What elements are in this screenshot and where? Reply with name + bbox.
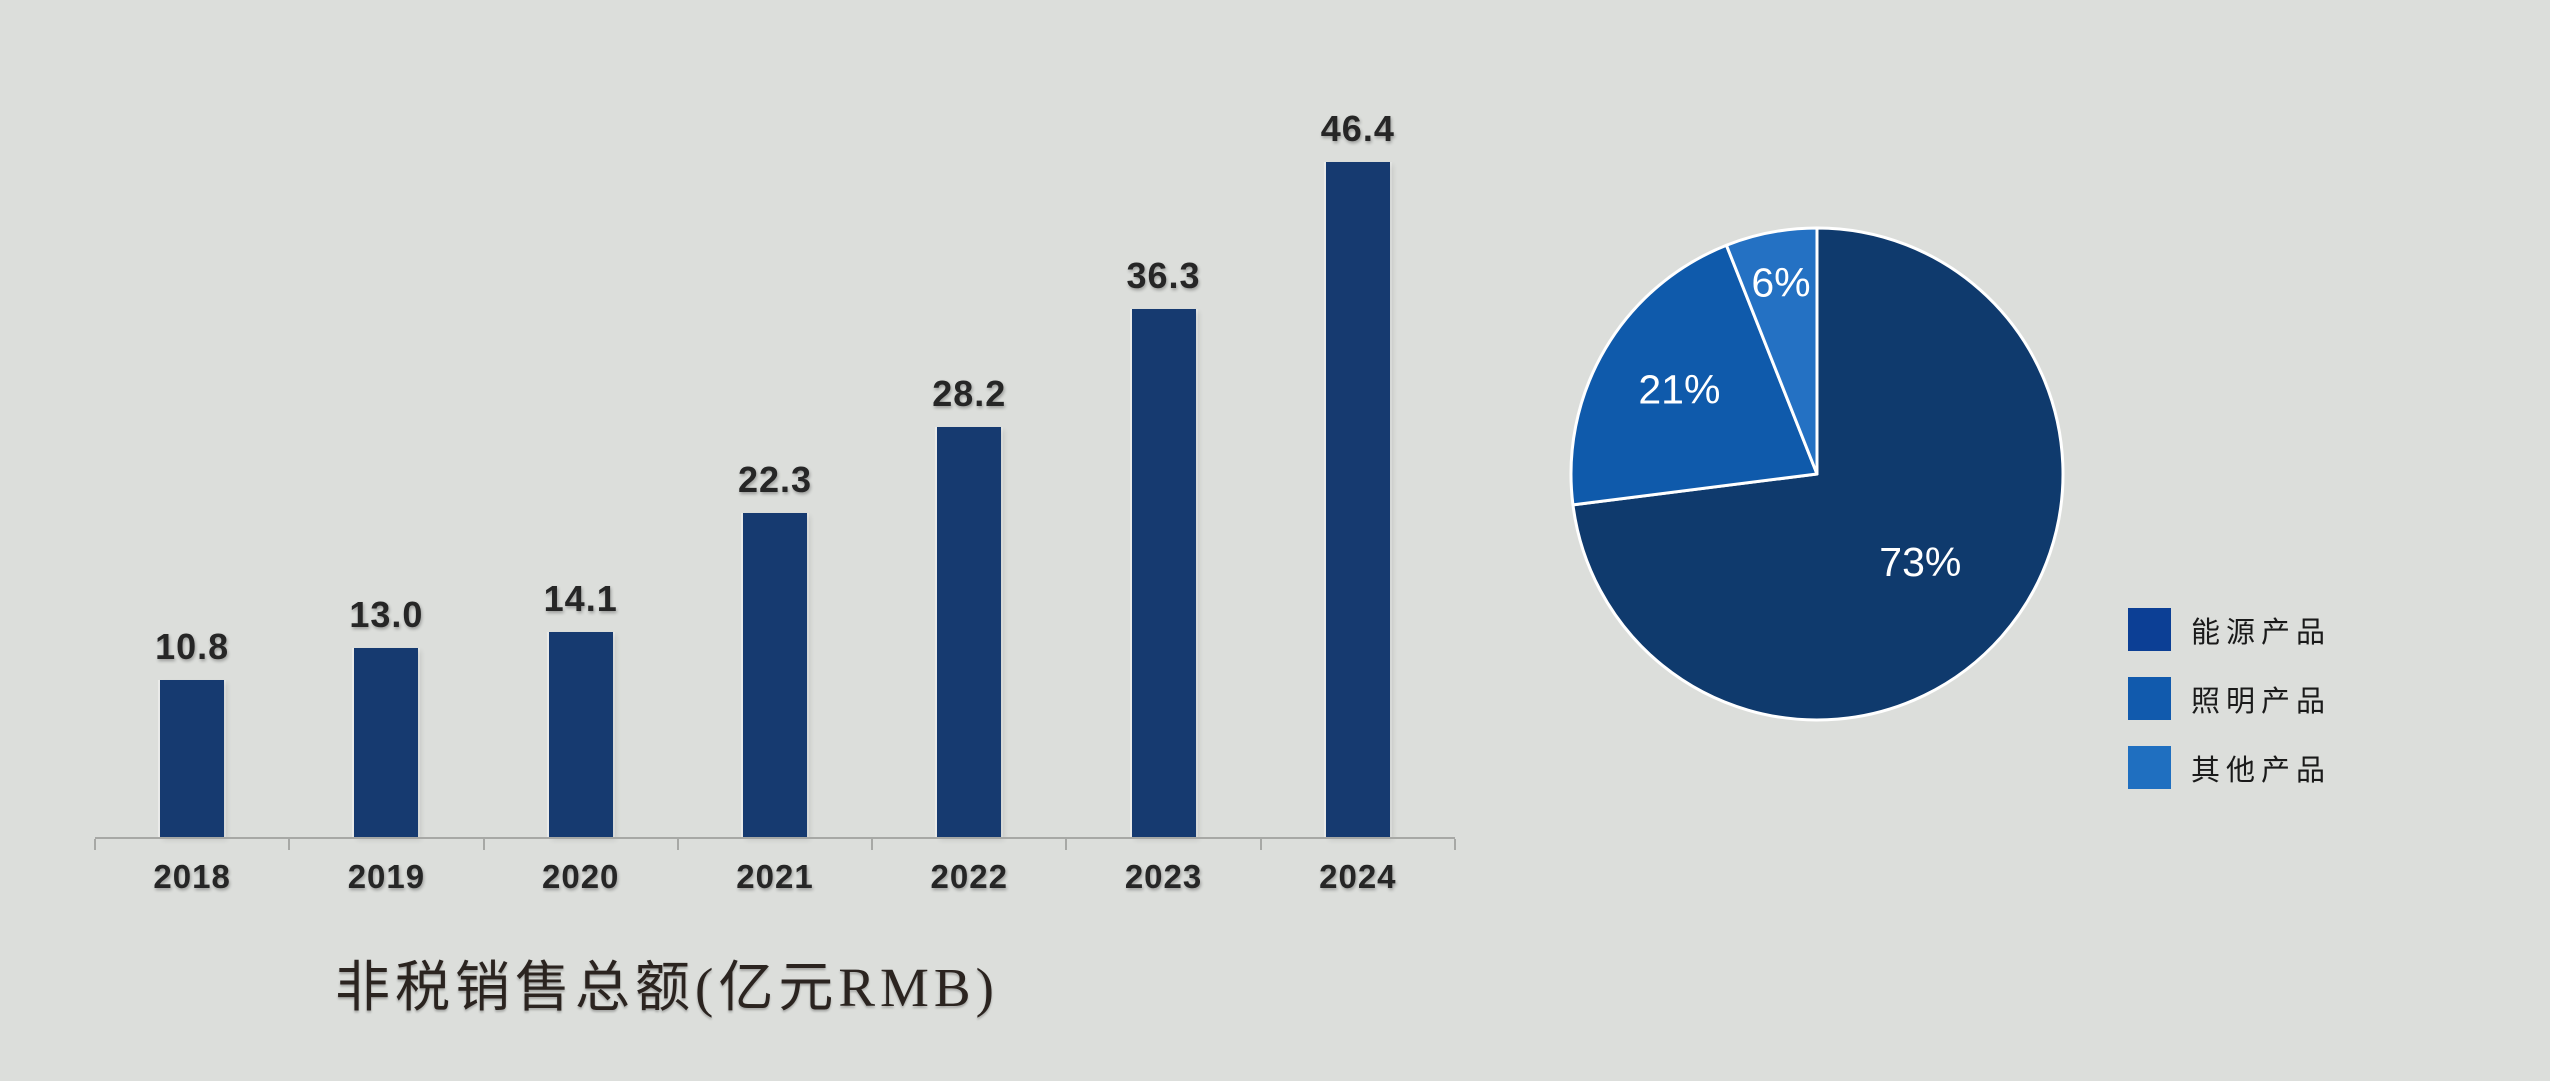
pie-slice-照明产品 [1569, 243, 1819, 507]
bar [937, 427, 1002, 837]
x-axis-label: 2020 [541, 858, 620, 895]
bar [1325, 162, 1390, 837]
axis-tick [288, 839, 291, 850]
axis-tick [1259, 839, 1262, 850]
bar-group-2024: 46.4 [1261, 0, 1455, 837]
legend-label: 其他产品 [2191, 754, 2332, 787]
bar-group-2020: 14.1 [484, 0, 678, 837]
pie-slice-percentage-label: 6% [1751, 259, 1810, 305]
bar-group-2021: 22.3 [678, 0, 872, 837]
bar-value-label: 14.1 [543, 578, 618, 619]
pie-slice-percentage-label: 21% [1638, 366, 1720, 412]
bar-value-label: 46.4 [1320, 108, 1395, 149]
bar-group-2023: 36.3 [1066, 0, 1260, 837]
axis-tick [1454, 839, 1456, 850]
pie-slice-percentage-label: 73% [1879, 539, 1961, 585]
legend-item-能源产品: 能源产品 [2128, 608, 2331, 651]
axis-tick [1065, 839, 1068, 850]
x-axis-label: 2019 [347, 858, 426, 895]
bar-value-label: 28.2 [932, 373, 1007, 414]
bar [354, 648, 419, 837]
x-axis-label: 2021 [736, 858, 814, 895]
x-axis-label: 2018 [153, 858, 231, 895]
bar-group-2022: 28.2 [872, 0, 1066, 837]
bar [1131, 309, 1196, 837]
x-axis-label: 2022 [930, 858, 1008, 895]
bar-value-label: 22.3 [737, 459, 813, 500]
bar-group-2019: 13.0 [289, 0, 483, 837]
bar-value-label: 13.0 [349, 594, 424, 635]
bar-chart-title: 非税销售总额(亿元RMB) [335, 957, 999, 1018]
legend-item-其他产品: 其他产品 [2128, 746, 2331, 789]
legend-swatch-icon [2128, 677, 2171, 720]
bar [160, 680, 225, 837]
legend-label: 能源产品 [2191, 616, 2332, 649]
axis-tick [871, 839, 874, 850]
pie-chart: 73% 21% 6% [1569, 226, 2065, 722]
legend-swatch-icon [2128, 746, 2171, 789]
axis-tick [482, 839, 485, 850]
x-axis-labels: 2018 2019 2020 2021 2022 2023 2024 [95, 858, 1455, 896]
legend-label: 照明产品 [2191, 685, 2332, 718]
pie-slice-其他产品 [1724, 226, 1819, 476]
legend-swatch-icon [2128, 608, 2171, 651]
bar [742, 513, 807, 837]
pie-legend: 能源产品照明产品其他产品 [2128, 608, 2331, 789]
bar-group-2018: 10.8 [95, 0, 289, 837]
bar-value-label: 10.8 [155, 626, 230, 667]
x-axis-label: 2023 [1124, 858, 1203, 895]
bar [548, 632, 613, 837]
axis-tick [676, 839, 679, 850]
axis-tick [94, 839, 96, 850]
x-axis [94, 837, 1456, 850]
bar-plot-area: 10.8 13.0 14.1 22.3 28.2 36.3 46.4 [95, 0, 1455, 837]
legend-item-照明产品: 照明产品 [2128, 677, 2331, 720]
x-axis-label: 2024 [1319, 858, 1397, 895]
bar-value-label: 36.3 [1126, 255, 1201, 296]
